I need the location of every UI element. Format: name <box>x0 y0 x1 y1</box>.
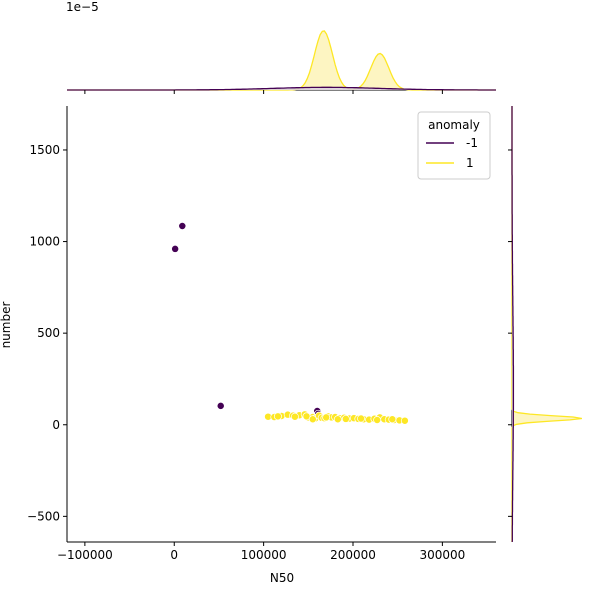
x-axis-label: N50 <box>270 571 294 585</box>
x-tick-label: 0 <box>170 548 178 562</box>
top-marginal-plot <box>67 30 496 91</box>
scatter-point <box>308 415 317 424</box>
scatter-point <box>341 414 350 423</box>
scatter-point <box>216 401 225 410</box>
y-tick-label: −500 <box>27 509 60 523</box>
legend-title: anomaly <box>428 118 480 132</box>
top-kde-line-1 <box>67 30 496 91</box>
scatter-point <box>290 412 299 421</box>
scatter-point <box>302 412 311 421</box>
top-kde-line--1 <box>67 86 496 91</box>
x-tick-label: 100000 <box>241 548 287 562</box>
x-tick-label: 200000 <box>330 548 376 562</box>
legend: anomaly -1 1 <box>417 111 491 180</box>
scatter-point <box>333 415 342 424</box>
right-kde-line--1 <box>511 106 515 543</box>
legend-entry-label: -1 <box>466 136 478 150</box>
scatter-point <box>357 414 365 423</box>
scatter-point <box>322 413 331 422</box>
x-tick-label: −100000 <box>57 548 113 562</box>
y-tick-label: 1500 <box>29 143 60 157</box>
scatter-point <box>273 412 282 421</box>
top-kde-fill-1 <box>67 31 496 90</box>
y-tick-label: 500 <box>37 326 60 340</box>
y-tick-label: 1000 <box>29 235 60 249</box>
scatter-point <box>400 416 409 425</box>
right-kde-fill-1 <box>512 106 582 542</box>
legend-entry-label: 1 <box>466 156 474 170</box>
y-tick-label: 0 <box>52 418 60 432</box>
x-tick-label: 300000 <box>419 548 465 562</box>
right-marginal-plot <box>511 106 583 543</box>
scatter-point <box>388 415 397 424</box>
main-scatter-plot: −100000 0 100000 200000 300000 −500 0 500 1000 15… <box>27 90 512 562</box>
scatter-point <box>178 222 187 230</box>
scatter-point <box>373 416 382 424</box>
y-axis-label: number <box>0 302 13 349</box>
right-kde-line-1 <box>511 106 583 542</box>
top-marginal-offset-label: 1e−5 <box>66 0 99 14</box>
scatter-point <box>171 244 180 253</box>
